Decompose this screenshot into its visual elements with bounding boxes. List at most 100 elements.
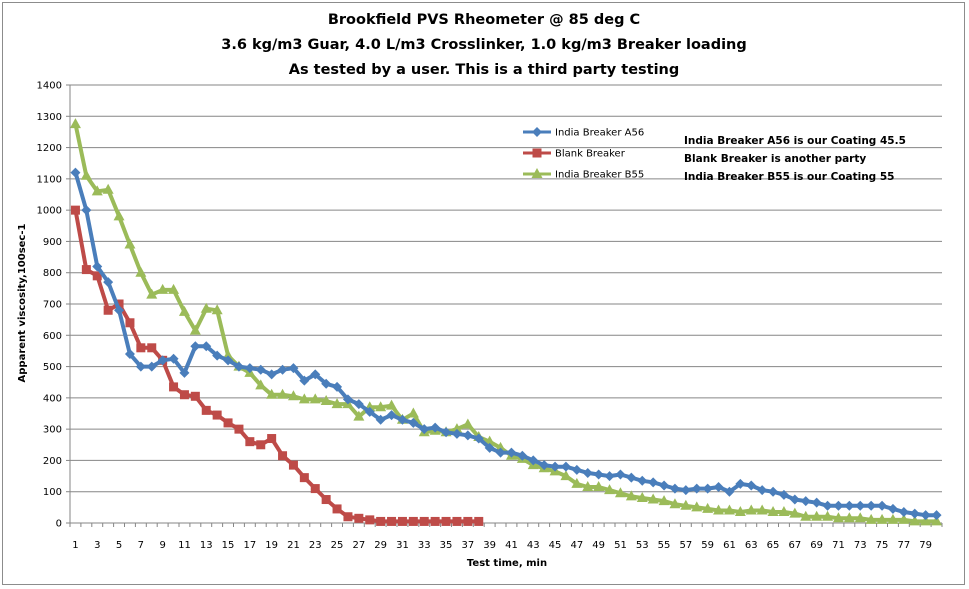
data-point-40 [495,447,506,458]
legend-marker [532,148,542,158]
data-point-24 [321,495,331,505]
data-point-78 [909,515,921,526]
x-tick-label-39: 39 [483,540,496,551]
data-point-7 [135,361,146,372]
y-axis-ticks: 0 100 200 300 400 500 600 700 800 900 1000 1100 1200… [37,81,70,530]
x-tick-label-69: 69 [810,540,823,551]
data-point-73 [855,500,866,511]
data-point-18 [256,440,266,450]
data-point-76 [887,503,898,514]
data-point-21 [287,390,299,401]
y-tick-label-100: 100 [43,487,62,498]
data-point-20 [277,388,289,399]
x-tick-label-27: 27 [352,540,365,551]
x-tick-label-73: 73 [854,540,867,551]
data-point-24 [321,378,332,389]
x-tick-label-57: 57 [679,540,692,551]
series-line [73,123,937,524]
series-india-breaker-a56 [70,167,942,521]
y-tick-label-1000: 1000 [37,206,62,217]
data-point-11 [178,305,190,316]
x-tick-label-41: 41 [505,540,518,551]
data-point-67 [789,507,801,518]
data-point-19 [266,388,278,399]
data-point-57 [680,499,692,510]
data-point-30 [387,516,397,526]
data-point-35 [441,516,451,526]
x-tick-label-7: 7 [138,540,144,551]
data-point-27 [353,410,365,421]
y-tick-label-1100: 1100 [37,174,62,185]
data-point-3 [91,185,103,196]
x-tick-label-1: 1 [72,540,78,551]
data-point-8 [147,343,157,353]
data-point-48 [582,481,594,492]
data-point-25 [332,381,343,392]
title-line-3: As tested by a user. This is a third par… [289,62,680,78]
data-point-10 [169,382,179,392]
data-point-68 [800,510,812,521]
data-point-6 [124,238,136,249]
x-tick-label-79: 79 [919,540,932,551]
data-point-41 [506,447,517,458]
legend-item-3: India Breaker B55 [523,168,644,181]
x-tick-label-65: 65 [767,540,780,551]
data-point-6 [125,318,135,328]
data-point-37 [463,516,473,526]
data-point-70 [822,500,833,511]
data-point-16 [234,424,244,434]
annotation-line-3: India Breaker B55 is our Coating 55 [684,171,894,183]
data-point-20 [278,451,288,461]
data-point-55 [659,480,670,491]
y-tick-label-0: 0 [56,519,62,530]
data-point-28 [364,406,375,417]
data-point-57 [680,485,691,496]
x-tick-label-59: 59 [701,540,714,551]
data-point-48 [582,467,593,478]
data-point-33 [419,516,429,526]
x-axis-title: Test time, min [467,558,547,569]
data-point-52 [625,490,637,501]
data-point-74 [866,500,877,511]
data-point-70 [822,510,834,521]
data-point-2 [80,169,92,180]
data-point-35 [441,427,452,438]
data-point-67 [789,494,800,505]
data-point-53 [636,491,648,502]
series-group [69,118,943,526]
data-point-8 [146,288,158,299]
data-point-61 [723,504,735,515]
data-point-16 [233,361,244,372]
data-point-21 [288,460,298,470]
y-tick-label-300: 300 [43,425,62,436]
data-point-32 [407,407,419,418]
title-line-1: Brookfield PVS Rheometer @ 85 deg C [328,12,640,28]
x-tick-label-47: 47 [570,540,583,551]
data-point-46 [560,461,571,472]
y-tick-label-1400: 1400 [37,81,62,92]
data-point-19 [267,434,277,444]
data-point-23 [310,484,320,494]
data-point-17 [245,437,255,447]
data-point-29 [375,414,386,425]
data-point-76 [887,513,899,524]
data-point-22 [298,393,310,404]
data-point-61 [724,486,735,497]
data-point-23 [310,369,321,380]
x-tick-label-37: 37 [461,540,474,551]
series-blank-breaker [70,205,484,526]
data-point-51 [615,469,626,480]
data-point-60 [713,504,725,515]
data-point-5 [114,299,124,309]
data-point-21 [288,363,299,374]
x-tick-label-29: 29 [374,540,387,551]
x-tick-label-51: 51 [614,540,627,551]
data-point-47 [571,464,582,475]
data-point-80 [931,515,943,526]
y-axis-title: Apparent viscosity,100sec-1 [17,223,28,382]
data-point-26 [342,394,353,405]
data-point-29 [376,516,386,526]
data-point-6 [124,349,135,360]
data-point-11 [179,367,190,378]
